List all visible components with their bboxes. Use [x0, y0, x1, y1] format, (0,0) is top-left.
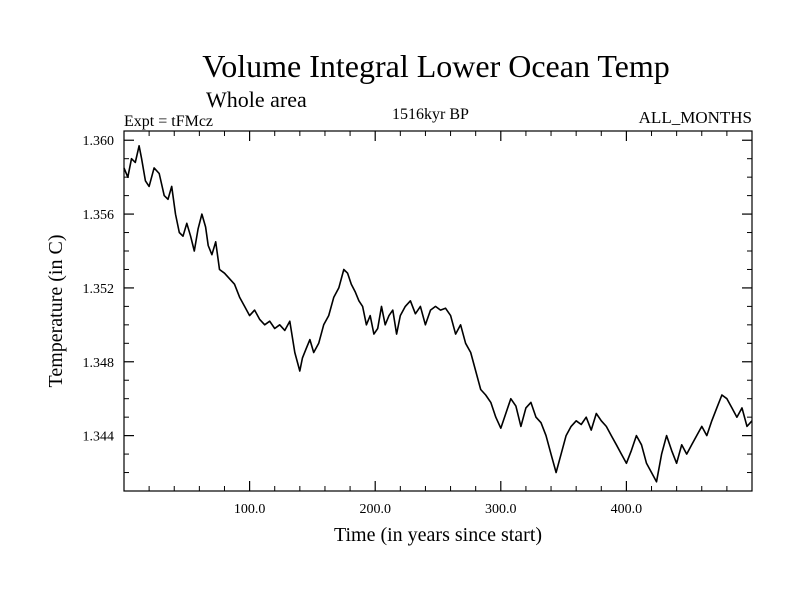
months-label: ALL_MONTHS: [638, 108, 752, 127]
y-tick-label: 1.352: [83, 282, 115, 297]
y-tick-label: 1.356: [83, 208, 115, 223]
period-label: 1516kyr BP: [392, 106, 469, 123]
y-tick-label: 1.344: [83, 430, 115, 445]
chart-title: Volume Integral Lower Ocean Temp: [202, 48, 670, 84]
x-tick-label: 100.0: [234, 502, 266, 517]
experiment-label: Expt = tFMcz: [124, 113, 214, 130]
y-axis-title: Temperature (in C): [45, 235, 67, 388]
major-ticks: [124, 131, 752, 491]
plot-frame: [123, 130, 753, 492]
x-tick-label: 200.0: [359, 502, 391, 517]
x-tick-label: 400.0: [611, 502, 643, 517]
x-tick-label: 300.0: [485, 502, 517, 517]
chart-subtitle: Whole area: [206, 87, 307, 112]
series-layer: [123, 145, 753, 483]
series-line: [123, 145, 753, 483]
minor-ticks: [124, 131, 752, 492]
y-tick-label: 1.360: [83, 134, 115, 149]
tick-labels: 100.0 200.0 300.0 400.0 1.360 1.356 1.352 1.348…: [83, 134, 643, 517]
y-tick-label: 1.348: [83, 356, 115, 371]
x-axis-title: Time (in years since start): [334, 524, 542, 546]
